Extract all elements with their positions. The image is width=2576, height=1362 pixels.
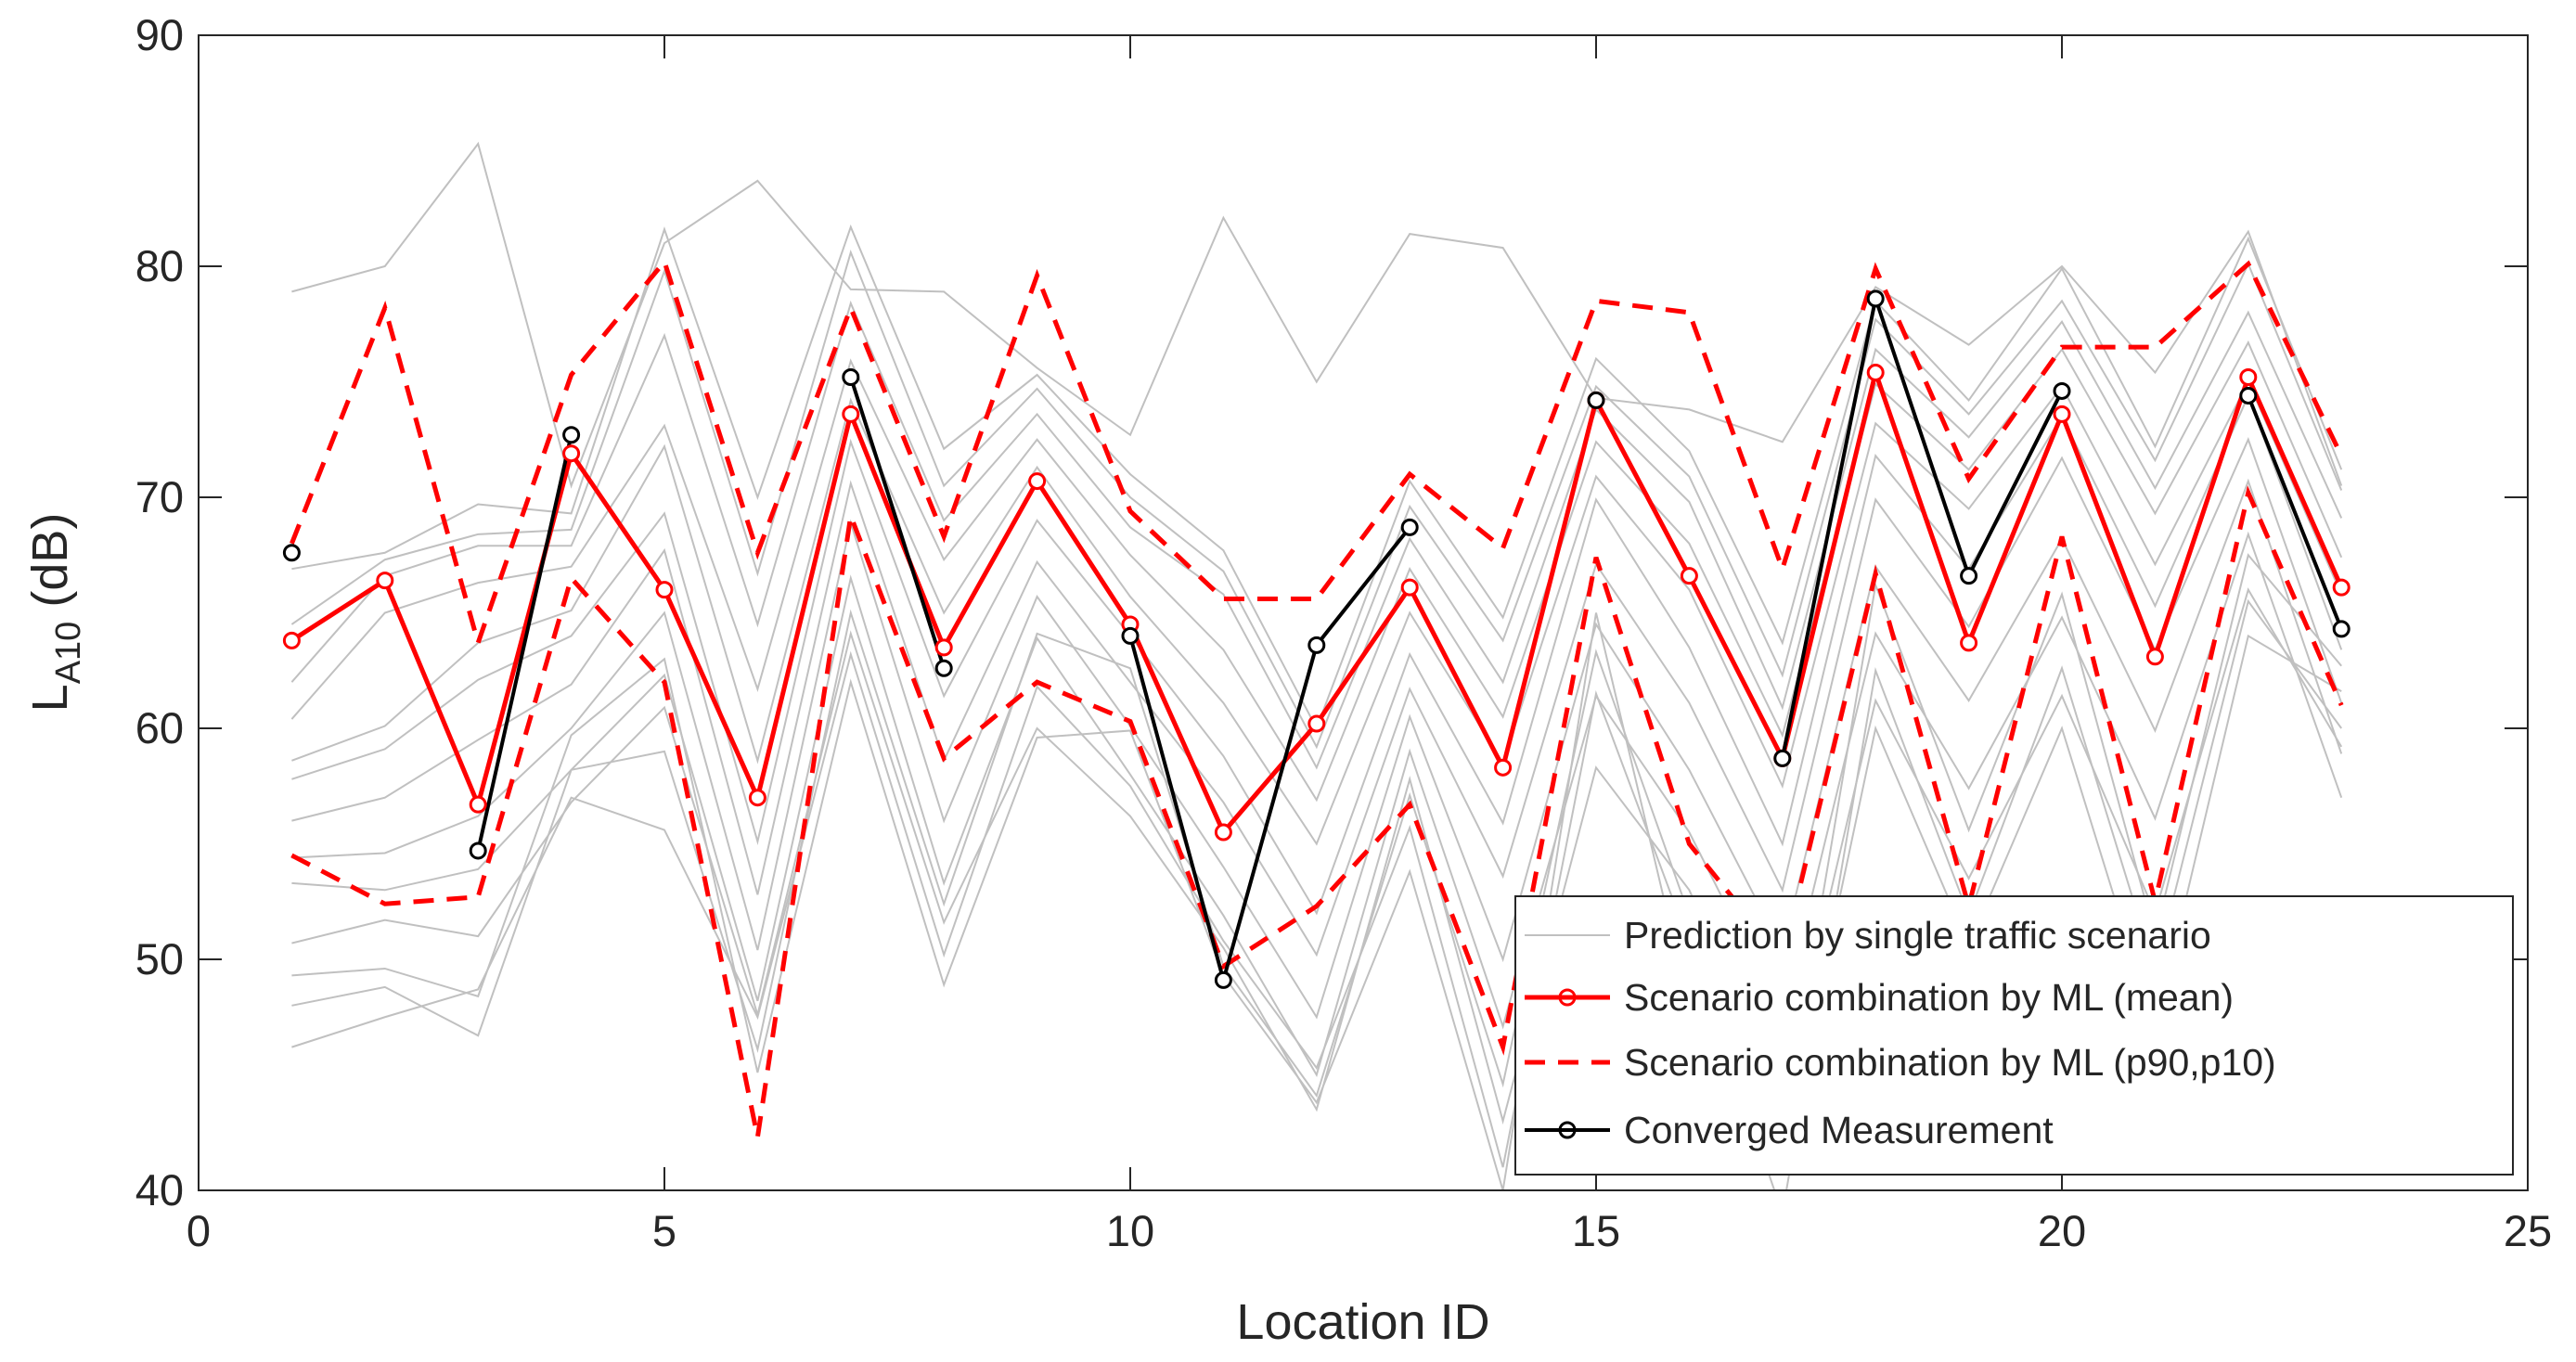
mean-marker xyxy=(655,581,674,599)
mean-marker xyxy=(1307,714,1326,733)
percentile-line xyxy=(290,256,2344,651)
x-tick-label: 15 xyxy=(1572,1206,1620,1255)
scenario-line xyxy=(291,612,2342,1190)
measurement-marker xyxy=(1214,970,1232,989)
x-tick-label: 20 xyxy=(2038,1206,2086,1255)
scenario-line xyxy=(290,300,2343,770)
scenario-line xyxy=(291,379,2343,846)
measurement-marker xyxy=(1121,626,1140,645)
scenario-line xyxy=(291,553,2342,1137)
mean-marker xyxy=(1960,634,1978,652)
mean-marker xyxy=(469,795,487,814)
series-markers xyxy=(282,289,2351,989)
scenario-line xyxy=(291,587,2343,1125)
x-axis-label: Location ID xyxy=(1236,1294,1489,1350)
measurement-marker xyxy=(2332,620,2351,638)
legend-label-measurement: Converged Measurement xyxy=(1624,1109,2054,1151)
measurement-marker xyxy=(1960,567,1978,585)
percentile-line xyxy=(290,485,2344,1138)
mean-marker xyxy=(842,405,860,423)
mean-marker xyxy=(2239,368,2258,387)
legend-label-percentile: Scenario combination by ML (p90,p10) xyxy=(1624,1041,2276,1084)
x-axis: 0 5 10 15 20 25 xyxy=(187,35,2552,1255)
y-tick-label: 90 xyxy=(135,10,184,59)
mean-marker xyxy=(1494,758,1513,777)
measurement-line xyxy=(1780,291,2064,759)
scenario-line xyxy=(290,340,2343,803)
measurement-marker xyxy=(1866,289,1885,308)
mean-marker xyxy=(2332,578,2351,597)
mean-marker xyxy=(748,789,766,807)
mean-marker xyxy=(1028,472,1047,491)
mean-marker xyxy=(282,631,301,649)
y-axis-label-unit: (dB) xyxy=(22,513,78,622)
measurement-marker xyxy=(562,426,581,444)
scenario-line xyxy=(291,531,2343,1078)
scenario-line xyxy=(291,598,2343,1190)
measurement-marker xyxy=(842,368,860,387)
legend-marker-mean xyxy=(1558,988,1577,1007)
mean-marker xyxy=(934,638,953,657)
mean-marker xyxy=(1214,823,1232,842)
mean-marker xyxy=(562,444,581,463)
measurement-marker xyxy=(2239,386,2258,405)
legend-marker-measurement xyxy=(1558,1121,1577,1139)
y-tick-label: 50 xyxy=(135,934,184,983)
legend-label-mean: Scenario combination by ML (mean) xyxy=(1624,976,2234,1019)
measurement-line xyxy=(2246,394,2344,630)
x-tick-label: 0 xyxy=(187,1206,211,1255)
x-tick-label: 25 xyxy=(2504,1206,2552,1255)
mean-marker xyxy=(1680,567,1698,585)
measurement-marker xyxy=(2053,381,2071,400)
legend: Prediction by single traffic scenario Sc… xyxy=(1514,895,2514,1176)
y-tick-label: 40 xyxy=(135,1165,184,1214)
y-axis-label: LA10 (dB) xyxy=(22,513,88,713)
mean-marker xyxy=(2145,648,2164,666)
axes-box xyxy=(198,34,2529,1191)
legend-label-scenario: Prediction by single traffic scenario xyxy=(1624,914,2211,957)
mean-marker xyxy=(2053,405,2071,423)
measurement-marker xyxy=(934,659,953,677)
y-axis-label-subscript: A10 xyxy=(49,622,88,685)
mean-marker xyxy=(1866,364,1885,382)
measurement-marker xyxy=(1773,749,1792,767)
measurement-marker xyxy=(1307,636,1326,654)
y-axis: 40 50 60 70 80 90 xyxy=(135,10,2528,1214)
scenario-line xyxy=(290,249,2343,750)
measurement-marker xyxy=(282,544,301,562)
measurement-line xyxy=(848,376,947,669)
measurement-marker xyxy=(1587,391,1605,409)
scenario-lines xyxy=(290,141,2343,1190)
y-axis-label-main: L xyxy=(22,684,78,712)
mean-marker xyxy=(376,572,394,590)
y-tick-label: 70 xyxy=(135,472,184,521)
legend-box xyxy=(1514,895,2514,1176)
measurement-line xyxy=(476,434,573,852)
measurement-line xyxy=(1128,526,1411,987)
measurement-marker xyxy=(469,842,487,860)
mean-marker xyxy=(1400,578,1419,597)
x-tick-label: 5 xyxy=(652,1206,676,1255)
x-tick-label: 10 xyxy=(1106,1206,1154,1255)
scenario-line xyxy=(291,478,2343,1020)
y-tick-label: 60 xyxy=(135,703,184,752)
y-tick-label: 80 xyxy=(135,241,184,290)
measurement-marker xyxy=(1400,518,1419,536)
